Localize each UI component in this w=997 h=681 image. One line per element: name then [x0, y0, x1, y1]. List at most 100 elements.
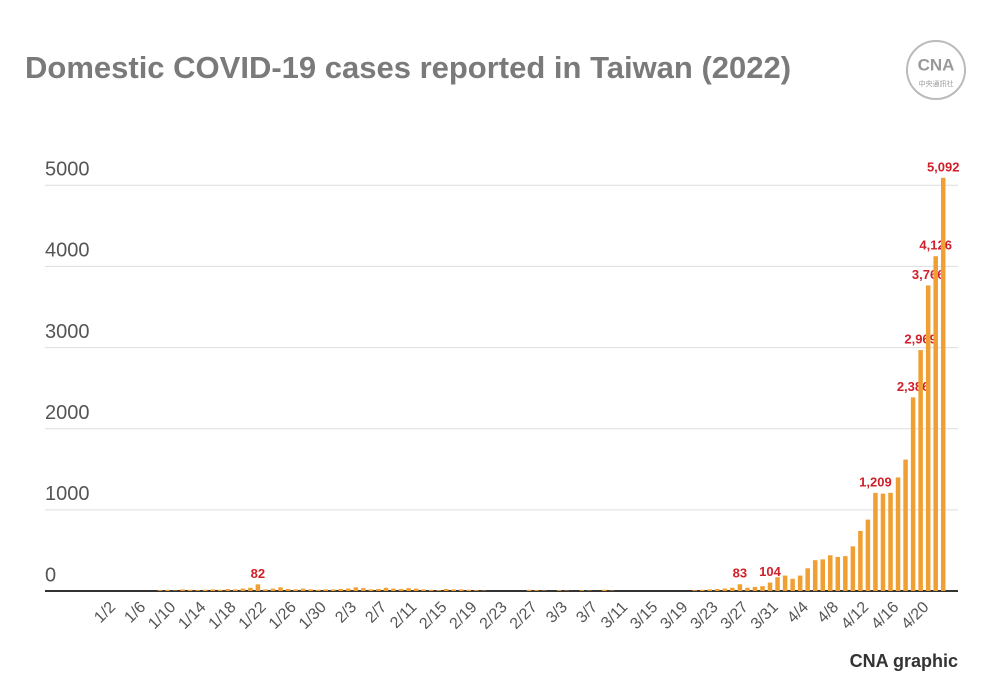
- bar: [353, 587, 359, 591]
- bar: [421, 589, 426, 591]
- bar: [180, 589, 185, 591]
- bar: [263, 589, 268, 591]
- bar: [895, 477, 901, 591]
- bar: [391, 588, 396, 591]
- x-tick-label: 4/8: [814, 599, 842, 627]
- x-tick-label: 1/2: [91, 599, 119, 627]
- bar: [820, 559, 825, 591]
- bar: [195, 590, 200, 591]
- bar: [782, 575, 788, 591]
- bar: [888, 492, 893, 591]
- data-label: 82: [251, 566, 265, 581]
- data-label: 1,209: [859, 474, 892, 489]
- bar: [737, 584, 743, 591]
- x-tick-label: 3/15: [627, 599, 661, 633]
- x-tick-label: 3/27: [718, 599, 752, 633]
- bar: [843, 556, 848, 591]
- y-tick-label: 4000: [45, 240, 90, 262]
- bar: [474, 590, 479, 591]
- x-tick-label: 1/14: [175, 599, 209, 633]
- bar: [270, 588, 276, 591]
- bar: [368, 589, 374, 591]
- bar: [805, 568, 810, 591]
- bar: [233, 589, 238, 591]
- bar: [812, 560, 818, 591]
- logo-circle: [906, 40, 966, 100]
- bar: [775, 577, 780, 591]
- bar: [383, 587, 389, 591]
- bar: [308, 589, 313, 591]
- data-label: 2,386: [897, 379, 930, 394]
- y-tick-label: 0: [45, 564, 56, 586]
- bar: [436, 590, 441, 591]
- bar: [451, 589, 456, 591]
- logo-subtext: 中央通訊社: [919, 79, 954, 88]
- bar: [730, 587, 735, 591]
- bar: [556, 590, 562, 591]
- bar: [458, 589, 464, 591]
- bar: [338, 588, 344, 591]
- bar: [376, 588, 381, 591]
- bar: [925, 285, 931, 591]
- x-tick-label: 4/16: [868, 599, 902, 633]
- bar: [406, 588, 411, 591]
- x-tick-label: 4/12: [838, 599, 872, 633]
- bar: [165, 589, 170, 591]
- bar: [715, 588, 720, 591]
- bar: [413, 588, 419, 591]
- bar: [707, 589, 713, 591]
- bar: [225, 588, 231, 591]
- bar: [865, 519, 871, 591]
- logo-text: CNA: [918, 55, 955, 74]
- bar: [240, 588, 246, 591]
- x-tick-label: 2/11: [387, 599, 420, 632]
- x-tick-label: 2/3: [332, 599, 360, 627]
- data-label: 5,092: [927, 159, 960, 174]
- x-tick-label: 1/6: [121, 599, 149, 627]
- x-tick-label: 2/23: [477, 599, 511, 633]
- chart-title: Domestic COVID-19 cases reported in Taiw…: [25, 50, 791, 85]
- bar: [428, 589, 434, 591]
- source: CNA graphic: [850, 651, 958, 671]
- bar: [323, 589, 328, 591]
- bar: [285, 588, 291, 591]
- bar: [330, 589, 336, 591]
- x-tick-label: 3/19: [657, 599, 691, 633]
- y-tick-label: 2000: [45, 402, 90, 424]
- bar: [248, 587, 253, 591]
- data-label: 2,969: [904, 332, 937, 347]
- bar: [873, 492, 878, 591]
- y-tick-label: 5000: [45, 159, 90, 181]
- bar: [752, 586, 758, 591]
- bar: [278, 587, 283, 591]
- x-tick-label: 4/20: [898, 599, 932, 633]
- bar: [760, 586, 765, 591]
- x-tick-label: 1/10: [145, 599, 179, 633]
- bar: [933, 256, 938, 591]
- data-label: 3,766: [912, 267, 945, 282]
- bar: [602, 589, 607, 591]
- bar: [828, 555, 833, 591]
- data-label: 104: [759, 564, 781, 579]
- bar: [293, 589, 298, 591]
- bar: [699, 589, 705, 591]
- bar: [534, 590, 539, 591]
- bar: [187, 589, 193, 591]
- bar: [692, 590, 697, 591]
- x-tick-label: 1/22: [236, 599, 270, 633]
- bar: [255, 584, 261, 591]
- bar: [300, 588, 306, 591]
- x-tick-label: 1/30: [296, 599, 330, 633]
- x-tick-label: 2/19: [447, 599, 481, 633]
- bar: [398, 588, 404, 591]
- y-tick-label: 3000: [45, 321, 90, 343]
- x-tick-label: 3/31: [748, 599, 782, 633]
- bar: [526, 589, 532, 591]
- bar: [218, 589, 223, 591]
- bar: [767, 582, 773, 591]
- x-tick-label: 2/27: [507, 599, 541, 633]
- x-tick-label: 2/7: [362, 599, 390, 627]
- bar: [579, 590, 585, 591]
- bar: [466, 589, 472, 591]
